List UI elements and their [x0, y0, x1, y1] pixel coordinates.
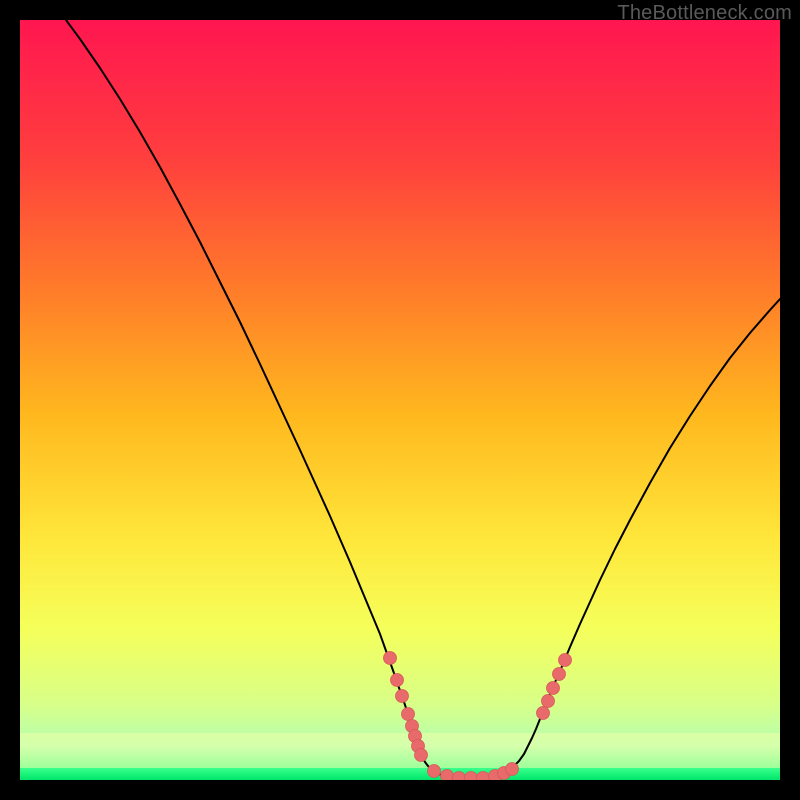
- marker-dot: [391, 674, 404, 687]
- marker-dot: [547, 682, 560, 695]
- marker-dot: [415, 749, 428, 762]
- highlight-band: [20, 733, 780, 768]
- plot-area: [20, 20, 780, 780]
- marker-dot: [402, 708, 415, 721]
- marker-dot: [542, 695, 555, 708]
- marker-dot: [441, 770, 454, 781]
- marker-dot: [559, 654, 572, 667]
- gradient-background: [20, 20, 780, 780]
- marker-dot: [384, 652, 397, 665]
- chart-frame: TheBottleneck.com: [0, 0, 800, 800]
- marker-dot: [537, 707, 550, 720]
- marker-dot: [428, 765, 441, 778]
- watermark-text: TheBottleneck.com: [617, 2, 792, 25]
- marker-dot: [396, 690, 409, 703]
- plot-svg: [20, 20, 780, 780]
- marker-dot: [553, 668, 566, 681]
- marker-dot: [506, 763, 519, 776]
